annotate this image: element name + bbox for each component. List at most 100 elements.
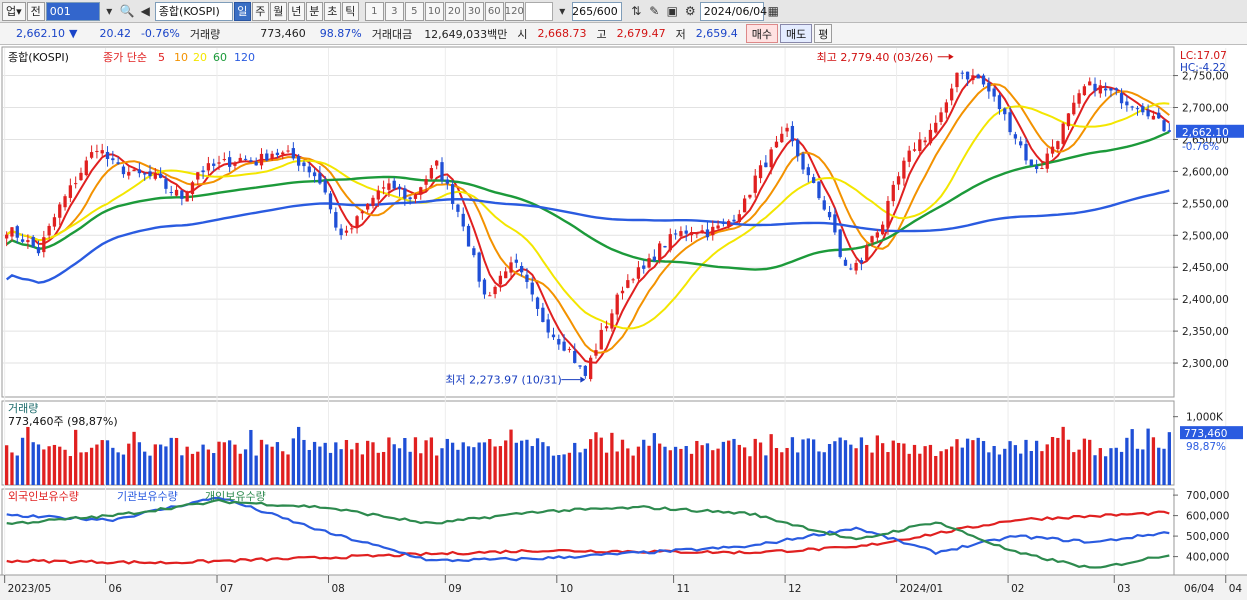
candle-body xyxy=(1125,101,1129,106)
legend-price-label: 종가 단순 xyxy=(103,51,147,64)
volume-bar xyxy=(84,452,88,485)
volume-bar xyxy=(158,444,163,485)
volume-bar xyxy=(886,452,890,485)
volume-bar xyxy=(811,439,816,485)
search-icon[interactable]: 🔍 xyxy=(119,4,135,18)
market-select[interactable]: 업 ▾ xyxy=(2,1,26,21)
speaker-icon[interactable]: ◀ xyxy=(140,4,150,18)
volume-bar xyxy=(551,455,556,485)
hc-label: HC:-4.22 xyxy=(1180,62,1226,74)
volume-bar xyxy=(854,448,858,485)
candle-body xyxy=(711,226,715,236)
candle-body xyxy=(429,167,434,179)
volume-bar xyxy=(716,448,720,485)
gear-icon[interactable]: ⚙ xyxy=(684,4,696,18)
volume-bar xyxy=(249,429,253,485)
chart-type-icon[interactable]: ⇅ xyxy=(631,4,642,18)
candle-body xyxy=(817,181,821,199)
code-input[interactable]: 001 xyxy=(45,1,100,21)
volume-bar xyxy=(965,438,970,485)
volume-bar xyxy=(1072,452,1076,485)
chart-area[interactable]: 2,750,002,700,002,650,002,600,002,550,00… xyxy=(0,45,1247,600)
volume-bar xyxy=(1013,445,1018,485)
candle-body xyxy=(695,233,699,235)
interval-button-10[interactable]: 10 xyxy=(424,1,444,21)
candle-body xyxy=(902,160,906,179)
interval-input[interactable] xyxy=(524,1,553,21)
period-tab-1[interactable]: 주 xyxy=(251,1,269,21)
candle-body xyxy=(849,268,853,270)
tool-icon[interactable]: ✎ xyxy=(649,4,660,18)
volume-bar xyxy=(286,454,290,485)
volume-bar xyxy=(265,444,269,485)
candle-body xyxy=(615,294,619,315)
moving-average-layer xyxy=(5,74,1170,364)
market-dropdown-icon: ▾ xyxy=(16,4,22,18)
interval-button-1[interactable]: 1 xyxy=(364,1,384,21)
interval-dropdown-icon[interactable]: ▾ xyxy=(559,4,566,18)
volume-bar xyxy=(318,446,322,485)
volume-bar xyxy=(387,437,391,485)
candle-body xyxy=(1103,88,1108,91)
prev-button[interactable]: 전 xyxy=(26,1,45,21)
index-name-field: 종합(KOSPI) xyxy=(154,1,233,21)
volume-bar xyxy=(143,451,147,485)
candle-body xyxy=(843,259,848,266)
period-tab-0[interactable]: 일 xyxy=(233,1,251,21)
volume-bar xyxy=(79,452,83,485)
candle-body xyxy=(291,148,295,159)
dropdown-icon[interactable]: ▾ xyxy=(106,4,113,18)
eval-button[interactable]: 평 xyxy=(814,24,833,43)
volume-bar xyxy=(822,452,826,485)
candle-body xyxy=(987,82,991,92)
period-tab-3[interactable]: 년 xyxy=(287,1,305,21)
candle-body xyxy=(68,185,73,198)
candle-body xyxy=(891,184,895,202)
x-tick-label: 03 xyxy=(1117,583,1130,595)
ma-line-120 xyxy=(5,189,1170,284)
volume-bar xyxy=(562,454,566,485)
candle-body xyxy=(1013,134,1018,139)
period-tab-6[interactable]: 틱 xyxy=(341,1,359,21)
volume-bar xyxy=(153,444,157,485)
price-tick-label: 2,700,00 xyxy=(1182,103,1229,115)
volume-bar xyxy=(297,426,301,485)
interval-button-60[interactable]: 60 xyxy=(484,1,504,21)
candle-body xyxy=(801,153,805,170)
interval-button-20[interactable]: 20 xyxy=(444,1,464,21)
interval-button-3[interactable]: 3 xyxy=(384,1,404,21)
period-tab-4[interactable]: 분 xyxy=(305,1,323,21)
calendar-icon[interactable]: ▦ xyxy=(767,4,779,18)
holding-line-0 xyxy=(6,510,1170,565)
date-field[interactable]: 2024/06/04 xyxy=(699,1,767,21)
buy-button[interactable]: 매수 xyxy=(745,24,779,43)
volume-bar xyxy=(732,438,736,485)
volume-bar xyxy=(727,440,731,485)
candle-body xyxy=(488,295,492,297)
candle-body xyxy=(631,279,635,281)
interval-button-5[interactable]: 5 xyxy=(404,1,424,21)
volume-bar xyxy=(668,450,672,485)
candle-body xyxy=(658,243,662,261)
interval-button-30[interactable]: 30 xyxy=(464,1,484,21)
period-tab-5[interactable]: 초 xyxy=(323,1,341,21)
volume-bar xyxy=(1151,437,1156,485)
candle-body xyxy=(721,222,726,224)
volume-bar xyxy=(20,437,25,485)
sell-button[interactable]: 매도 xyxy=(780,24,813,43)
period-tab-2[interactable]: 월 xyxy=(269,1,287,21)
save-icon[interactable]: ▣ xyxy=(666,4,678,18)
volume-bar xyxy=(912,444,917,485)
interval-button-120[interactable]: 120 xyxy=(505,1,524,21)
volume-bar xyxy=(440,448,444,485)
candle-body xyxy=(1003,108,1007,115)
volume-bar xyxy=(1162,448,1166,485)
amount-label: 거래대금 xyxy=(371,27,413,41)
volume-bar xyxy=(52,444,57,485)
candle-body xyxy=(769,149,773,168)
volume-bar xyxy=(742,447,747,485)
count-field[interactable]: 265/600 xyxy=(571,1,622,21)
volume-tick-label: 1,000K xyxy=(1186,412,1224,424)
candle-body xyxy=(785,127,789,132)
